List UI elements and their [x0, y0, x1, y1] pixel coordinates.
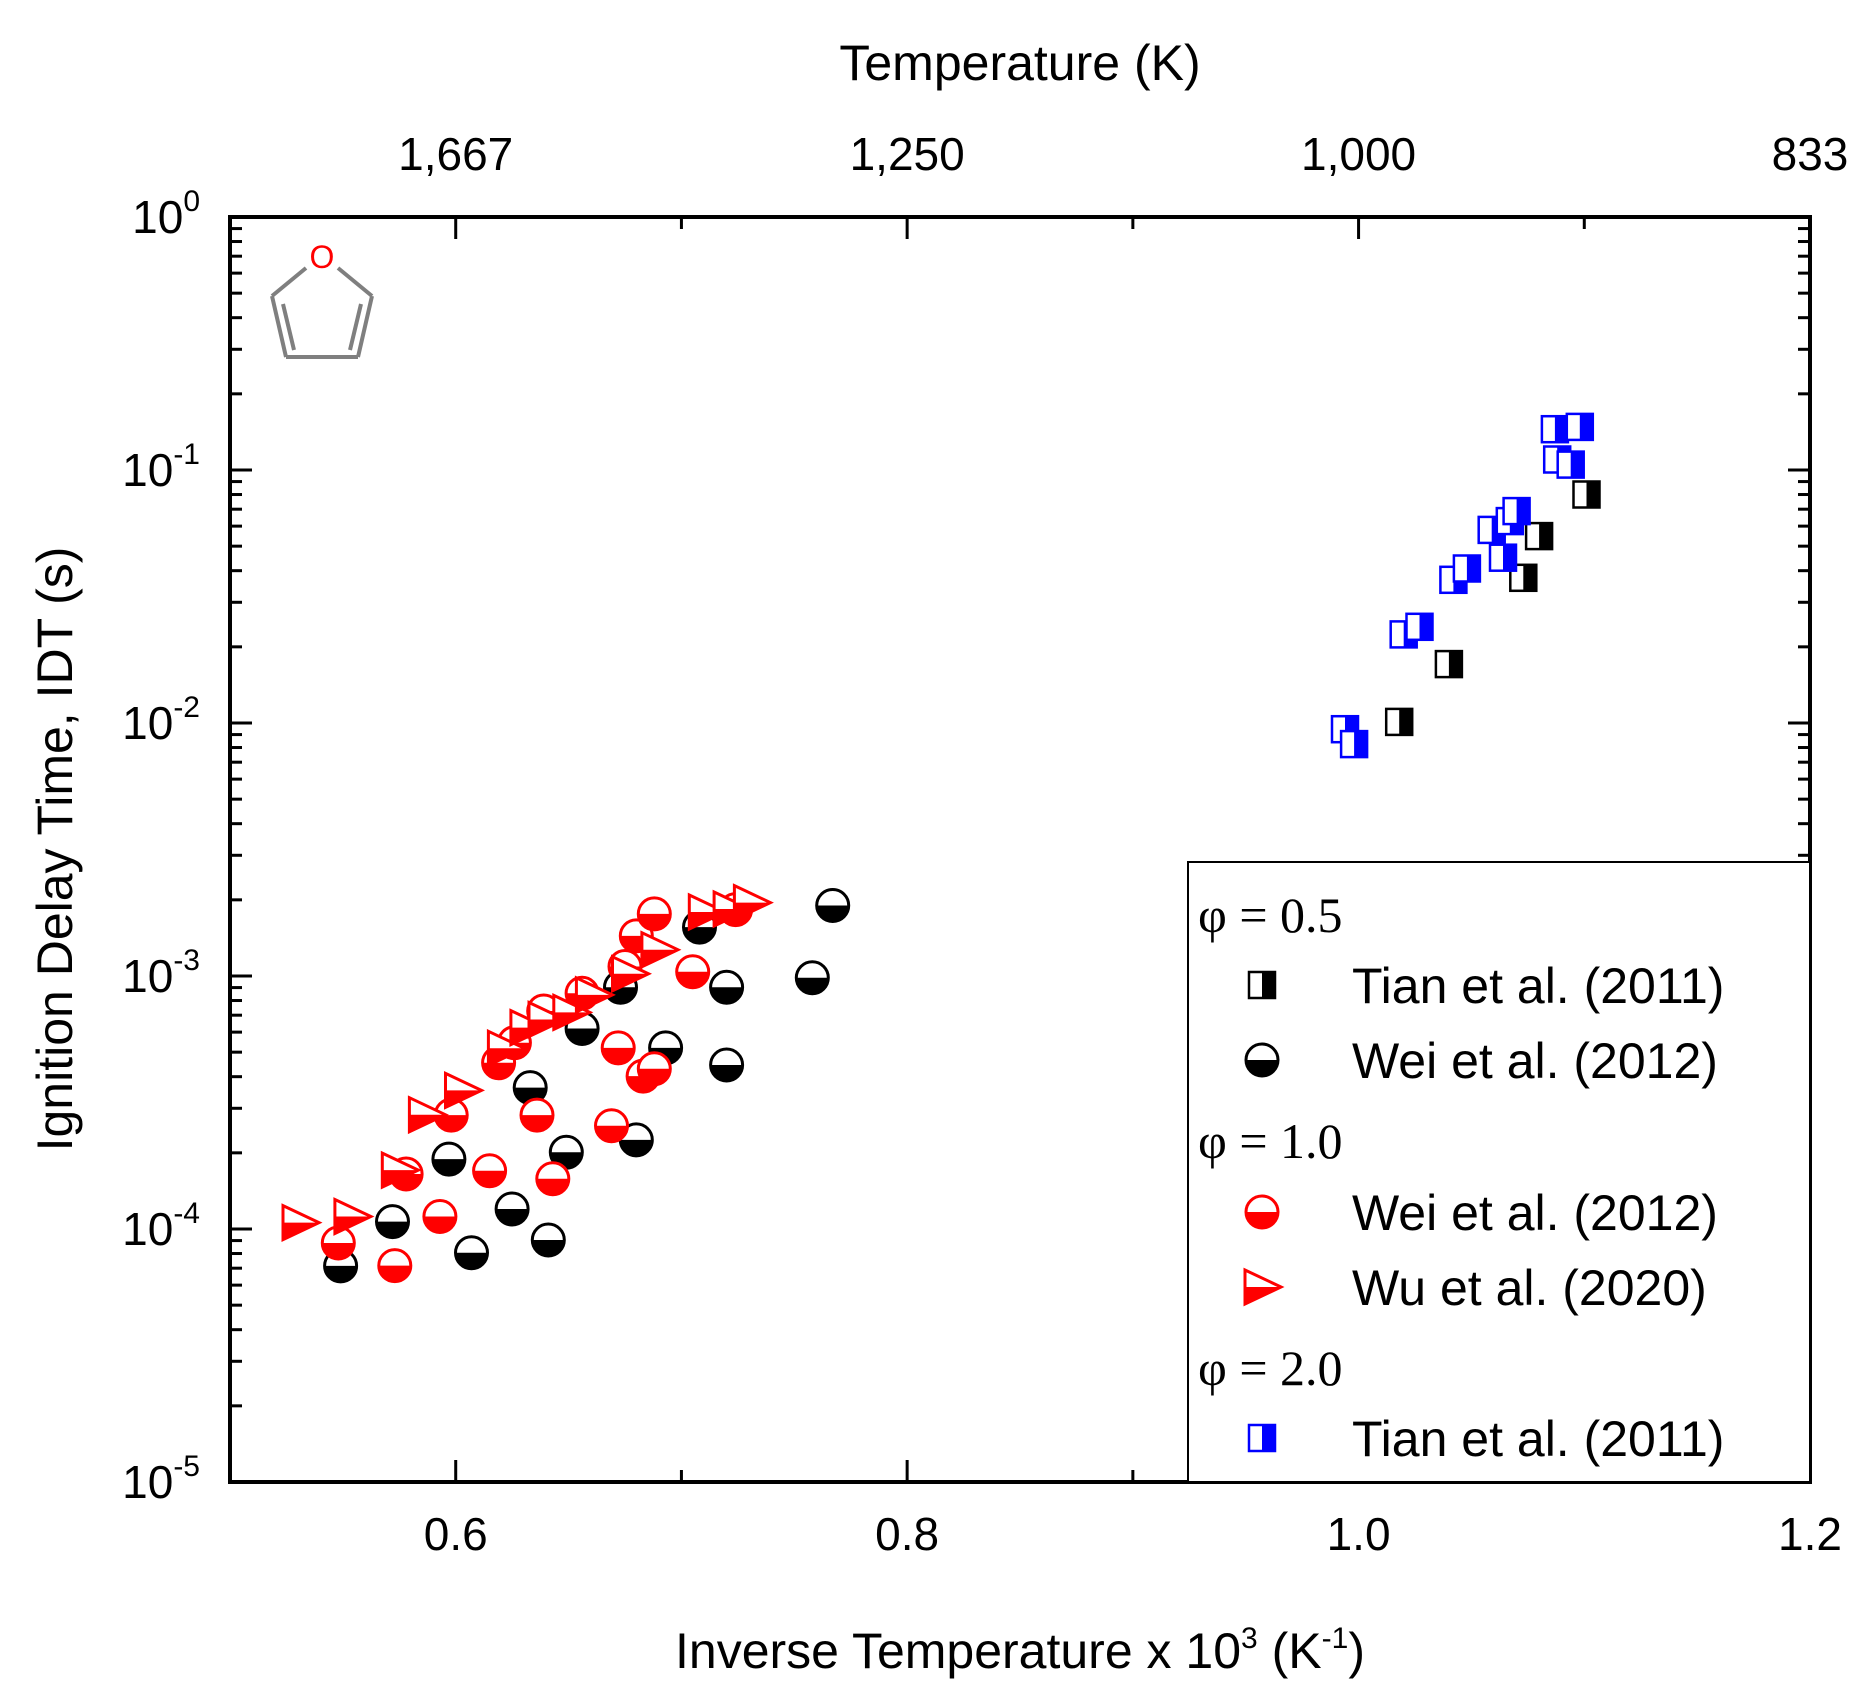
- y-tick-label: 10-5: [122, 1450, 200, 1508]
- data-points: [281, 412, 1601, 1284]
- data-point-wei_10: [519, 1097, 555, 1133]
- data-point-wei_10: [636, 896, 672, 932]
- data-point-wu_10: [281, 1203, 323, 1242]
- data-point-wei_05: [794, 960, 830, 996]
- legend-marker-wei-05: [1244, 1042, 1280, 1078]
- data-point-tian_05: [1509, 563, 1538, 593]
- data-point-wei_05: [375, 1204, 410, 1240]
- data-point-tian_20: [1452, 554, 1482, 583]
- legend-marker-tian-05: [1247, 970, 1277, 1000]
- legend-heading-phi-10: φ = 1.0: [1198, 1113, 1343, 1169]
- data-point-tian_05: [1434, 649, 1464, 679]
- data-point-tian_20: [1540, 414, 1570, 444]
- legend-label-tian-05: Tian et al. (2011): [1352, 958, 1724, 1014]
- top-axis-title: Temperature (K): [839, 35, 1200, 91]
- data-point-tian_05: [1524, 521, 1554, 551]
- furan-structure-icon: [270, 266, 374, 359]
- data-point-wu_10: [640, 930, 682, 970]
- data-point-wu_10: [552, 993, 594, 1032]
- data-point-wu_10: [444, 1071, 486, 1110]
- legend-label-wu-10: Wu et al. (2020): [1352, 1260, 1707, 1316]
- furan-oxygen-label: O: [310, 239, 335, 275]
- data-point-wu_10: [380, 1150, 422, 1190]
- x-tick-label: 0.8: [875, 1508, 939, 1560]
- data-point-tian_20: [1565, 412, 1595, 442]
- x-top-tick-label: 1,000: [1301, 128, 1416, 180]
- data-point-wei_10: [472, 1153, 508, 1189]
- legend: φ = 0.5 Tian et al. (2011) Wei et al. (2…: [1187, 861, 1811, 1483]
- x-tick-label: 1.2: [1778, 1508, 1842, 1560]
- data-point-tian_05: [1384, 707, 1414, 737]
- legend-heading-phi-20: φ = 2.0: [1198, 1340, 1343, 1396]
- data-point-wu_10: [574, 975, 616, 1015]
- x-top-tick-label: 1,250: [850, 128, 965, 180]
- data-point-wei_10: [636, 1051, 672, 1087]
- data-point-tian_20: [1405, 612, 1434, 642]
- legend-label-wei-05: Wei et al. (2012): [1352, 1033, 1718, 1089]
- y-tick-label: 100: [132, 185, 200, 243]
- data-point-wei_10: [594, 1108, 629, 1144]
- data-point-wei_10: [422, 1199, 458, 1234]
- legend-marker-wei-10: [1244, 1194, 1280, 1230]
- data-point-wu_10: [486, 1028, 528, 1068]
- data-point-wei_05: [454, 1235, 489, 1271]
- y-tick-label: 10-3: [122, 944, 200, 1002]
- x-tick-label: 0.6: [424, 1508, 488, 1560]
- data-point-wei_05: [494, 1191, 530, 1227]
- data-point-wei_10: [535, 1161, 571, 1197]
- legend-heading-phi-05: φ = 0.5: [1198, 887, 1343, 943]
- x-axis-title: Inverse Temperature x 103 (K-1): [675, 1622, 1365, 1679]
- x-tick-label: 1.0: [1327, 1508, 1391, 1560]
- tick-labels: 0.6 0.8 1.0 1.2 1,667 1,250 1,000 833 10-5 10-4 10…: [122, 128, 1848, 1560]
- data-point-tian_20: [1502, 496, 1531, 526]
- data-point-wei_05: [709, 1047, 745, 1083]
- legend-marker-wu-10: [1243, 1267, 1285, 1307]
- data-point-wu_10: [611, 954, 653, 994]
- y-tick-label: 10-4: [122, 1197, 200, 1255]
- legend-marker-tian-20: [1247, 1423, 1277, 1453]
- data-point-tian_20: [1556, 450, 1585, 479]
- data-point-wu_10: [687, 892, 729, 932]
- data-point-wu_10: [407, 1095, 449, 1135]
- plot-frame: [228, 215, 1812, 1484]
- y-axis-title: Ignition Delay Time, IDT (s): [27, 547, 83, 1152]
- data-point-wei_05: [431, 1141, 467, 1177]
- data-point-wei_05: [709, 969, 745, 1005]
- data-point-wei_10: [377, 1248, 413, 1284]
- data-point-wei_10: [600, 1030, 636, 1066]
- data-point-wei_05: [815, 888, 851, 923]
- data-point-wu_10: [333, 1197, 375, 1236]
- data-point-tian_20: [1339, 729, 1369, 759]
- legend-box: [1187, 861, 1811, 1483]
- data-point-tian_05: [1572, 480, 1601, 509]
- data-point-wei_10: [675, 954, 711, 990]
- data-point-wei_05: [618, 1122, 654, 1158]
- x-top-tick-label: 833: [1772, 128, 1849, 180]
- data-point-wu_10: [712, 889, 754, 929]
- data-point-wu_10: [732, 883, 774, 922]
- y-tick-label: 10-1: [122, 438, 200, 496]
- data-point-wei_05: [530, 1222, 566, 1258]
- data-point-tian_20: [1488, 543, 1518, 572]
- legend-label-wei-10: Wei et al. (2012): [1352, 1185, 1718, 1241]
- y-tick-label: 10-2: [122, 691, 200, 749]
- legend-label-tian-20: Tian et al. (2011): [1352, 1411, 1724, 1467]
- x-top-tick-label: 1,667: [398, 128, 513, 180]
